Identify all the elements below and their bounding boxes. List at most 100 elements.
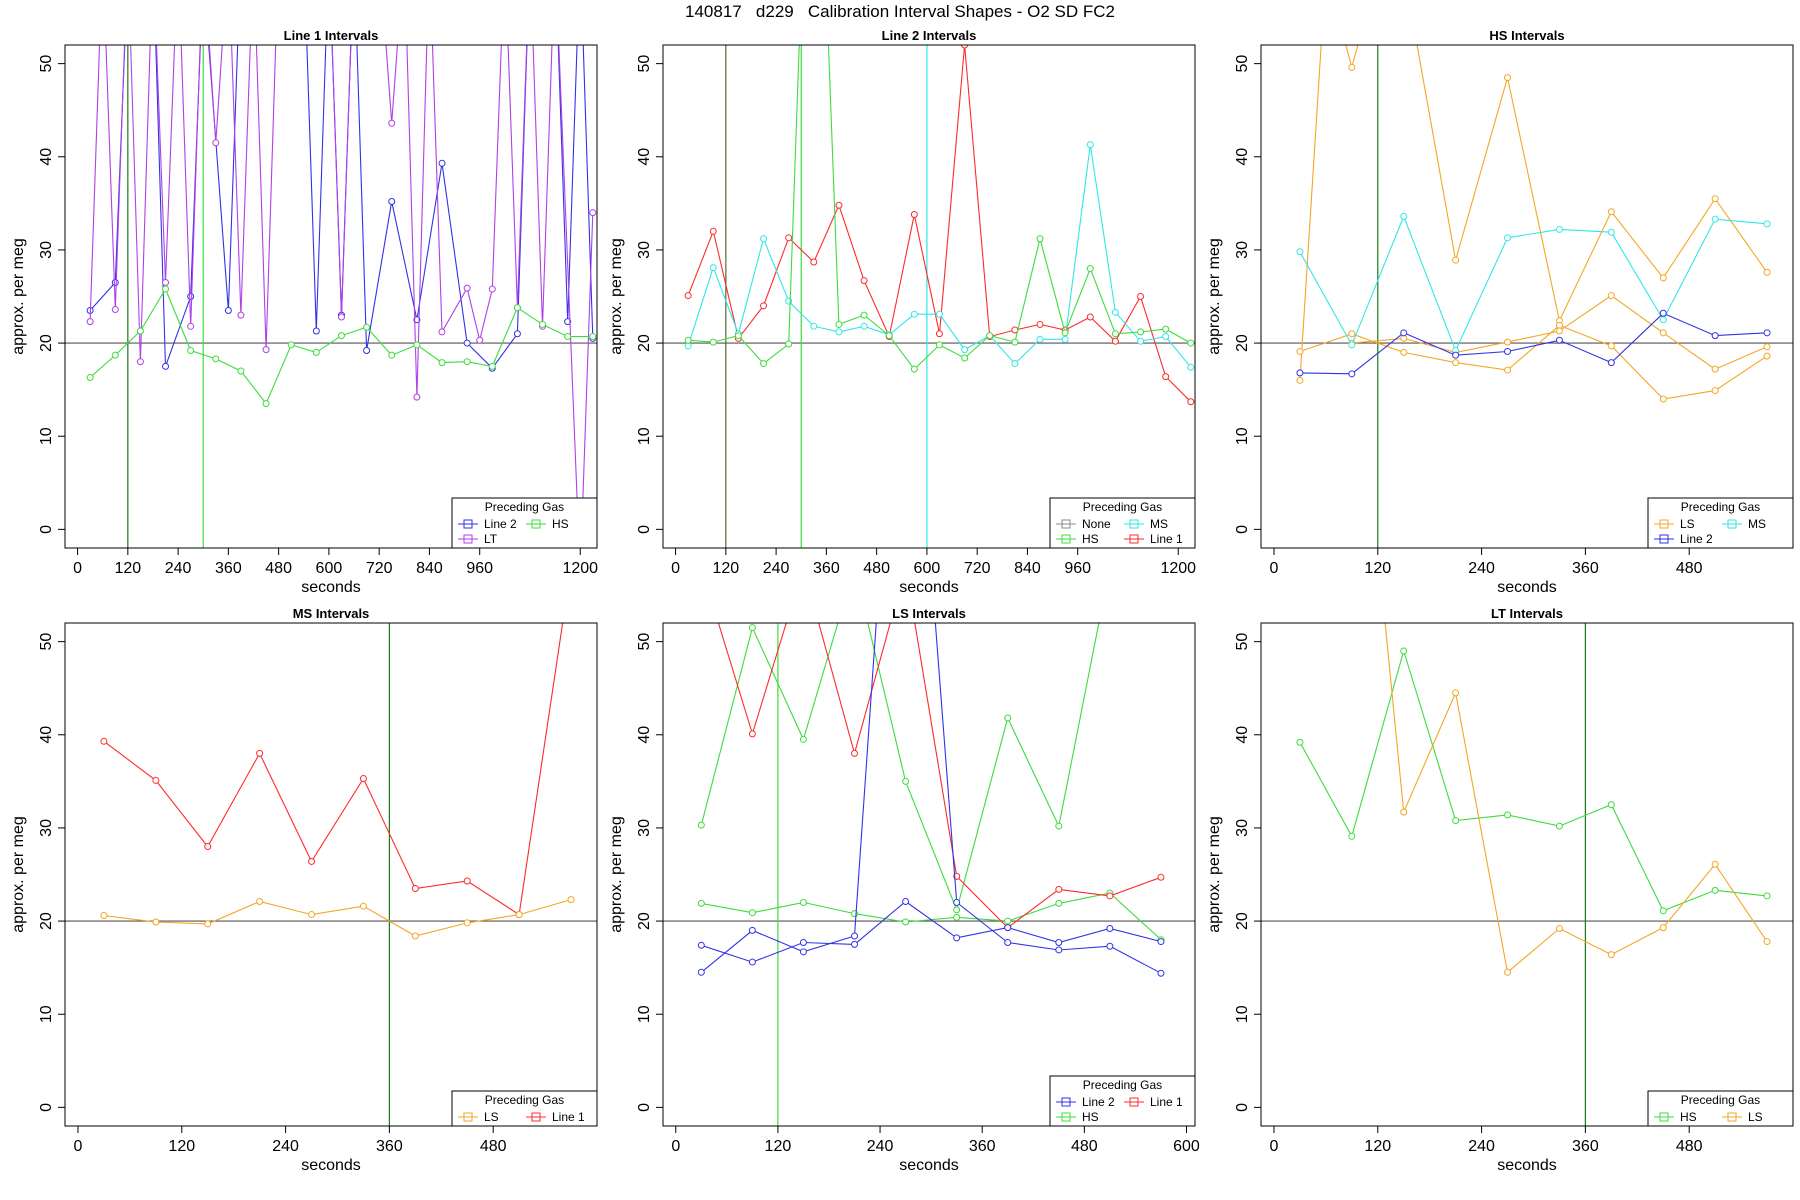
data-point — [1086, 265, 1094, 273]
data-point — [463, 919, 471, 927]
x-tick-label: 240 — [272, 1138, 299, 1155]
data-point — [1296, 376, 1304, 384]
y-tick-label: 10 — [636, 427, 653, 445]
data-point — [1711, 365, 1719, 373]
legend-box — [451, 1090, 598, 1127]
legend-title: Preceding Gas — [485, 1093, 564, 1107]
data-point — [237, 367, 245, 375]
data-point — [1555, 327, 1563, 335]
data-point — [1711, 860, 1719, 868]
data-point — [262, 346, 270, 354]
data-point — [961, 45, 969, 49]
chart-title: LT Intervals — [1491, 606, 1563, 621]
data-point — [961, 354, 969, 362]
data-point — [359, 902, 367, 910]
series-line-line-2 — [701, 900, 1162, 963]
data-point — [860, 311, 868, 319]
y-tick-label: 30 — [38, 819, 55, 837]
legend-swatch-marker — [1727, 519, 1737, 529]
data-point — [1137, 328, 1145, 336]
legend-entry-label: HS — [552, 517, 569, 531]
x-tick-label: 840 — [416, 560, 443, 577]
data-point — [1763, 329, 1771, 337]
data-point — [1504, 338, 1512, 346]
data-point — [684, 292, 692, 300]
data-point — [1555, 225, 1563, 233]
chart-panel-5: LS Intervals 0 120 240 360 480 600 0 10 20 30 40 50 s… — [608, 606, 1200, 1174]
data-point — [1607, 359, 1615, 367]
data-point — [953, 898, 961, 906]
plot-frame — [1260, 44, 1794, 549]
data-point — [438, 159, 446, 167]
data-point — [1111, 308, 1119, 316]
data-point — [463, 358, 471, 366]
chart-title: Line 1 Intervals — [284, 28, 379, 43]
data-point — [1296, 347, 1304, 355]
data-point — [709, 338, 717, 346]
data-point — [748, 730, 756, 738]
chart-panel-4: MS Intervals 0 120 240 360 480 0 10 20 30 40 50 seco… — [10, 606, 598, 1174]
y-axis-label: approx. per meg — [1206, 238, 1223, 355]
data-point — [860, 322, 868, 330]
data-point — [1659, 395, 1667, 403]
data-point — [1711, 215, 1719, 223]
data-point — [564, 318, 572, 326]
data-point — [709, 264, 717, 272]
x-tick-label: 720 — [964, 560, 991, 577]
data-point — [1607, 951, 1615, 959]
y-tick-label: 40 — [38, 726, 55, 744]
legend-entry-label: LS — [1680, 517, 1695, 531]
data-point — [1555, 822, 1563, 830]
data-point — [953, 906, 961, 914]
legend-swatch-marker — [1129, 1097, 1139, 1107]
data-point — [1400, 348, 1408, 356]
x-tick-label: 360 — [1572, 1138, 1599, 1155]
data-point — [1555, 925, 1563, 933]
y-tick-label: 0 — [1234, 525, 1251, 534]
data-point — [308, 857, 316, 865]
data-point — [111, 351, 119, 359]
chart-panel-1: Line 1 Intervals 0 120 240 360 480 600 720 840 96… — [10, 28, 598, 596]
x-tick-label: 0 — [671, 560, 680, 577]
data-point — [237, 311, 245, 319]
data-point — [1400, 647, 1408, 655]
x-tick-label: 120 — [765, 1138, 792, 1155]
series-line-line-2 — [1299, 312, 1768, 375]
data-point — [515, 911, 523, 919]
x-tick-label: 240 — [165, 560, 192, 577]
data-point — [748, 624, 756, 632]
data-point — [476, 336, 484, 344]
chart-title: LS Intervals — [892, 606, 966, 621]
x-tick-label: 1200 — [562, 560, 598, 577]
data-point — [1137, 293, 1145, 300]
x-tick-label: 480 — [1676, 1138, 1703, 1155]
legend-box — [1049, 1075, 1196, 1127]
x-tick-label: 120 — [1364, 1138, 1391, 1155]
legend-swatch-marker — [1129, 519, 1139, 529]
x-tick-label: 960 — [1064, 560, 1091, 577]
y-tick-label: 20 — [636, 912, 653, 930]
plot-frame — [662, 622, 1196, 1127]
x-tick-label: 240 — [1468, 1138, 1495, 1155]
data-point — [567, 896, 575, 904]
data-point — [1763, 268, 1771, 276]
legend-swatch-marker — [531, 1112, 541, 1122]
data-point — [388, 119, 396, 127]
data-point — [1187, 363, 1195, 371]
legend-entry-label: Line 2 — [1082, 1095, 1115, 1109]
data-point — [835, 201, 843, 209]
data-point — [463, 339, 471, 347]
y-axis-label: approx. per meg — [608, 238, 625, 355]
data-point — [1607, 342, 1615, 350]
x-axis-label: seconds — [899, 579, 959, 596]
data-point — [902, 898, 910, 906]
series-line-hs — [701, 892, 1162, 941]
data-point — [748, 926, 756, 934]
data-point — [835, 320, 843, 328]
y-tick-label: 0 — [636, 525, 653, 534]
data-point — [902, 777, 910, 785]
data-point — [1711, 387, 1719, 395]
plot-frame — [64, 44, 598, 549]
data-point — [388, 351, 396, 359]
legend-entry-label: None — [1082, 517, 1111, 531]
